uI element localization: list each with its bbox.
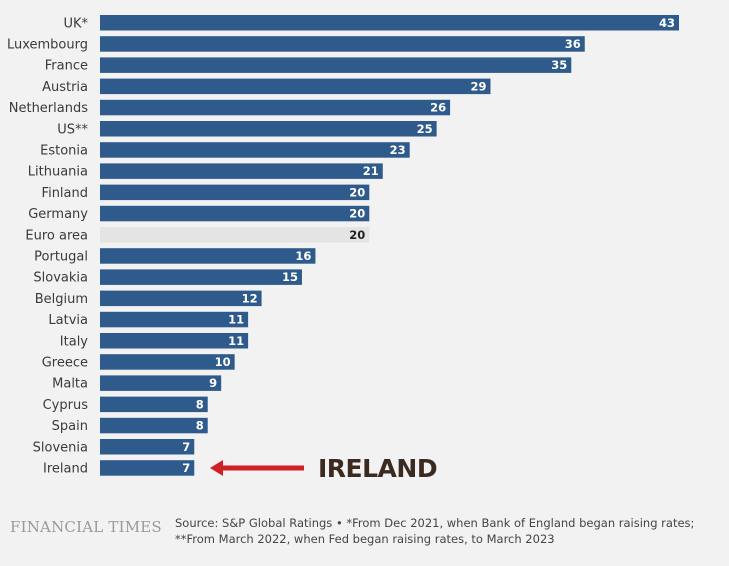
bar-belgium: [100, 290, 262, 307]
bar-slovakia: [100, 269, 302, 285]
bar-uk: [100, 15, 679, 31]
bar-euro-area: [100, 227, 370, 243]
category-label-slovenia: Slovenia: [33, 440, 88, 455]
category-label-estonia: Estonia: [40, 143, 88, 158]
bar-estonia: [100, 142, 410, 158]
category-label-luxembourg: Luxembourg: [7, 37, 88, 52]
category-label-spain: Spain: [52, 419, 88, 434]
bar-malta: [100, 375, 222, 391]
annotation-arrow-head: [210, 459, 223, 476]
bar-lithuania: [100, 163, 383, 179]
bar-france: [100, 57, 572, 73]
value-label-slovakia: 15: [282, 270, 298, 284]
category-label-france: France: [45, 59, 88, 74]
value-label-estonia: 23: [390, 143, 406, 157]
value-label-euro-area: 20: [349, 228, 365, 242]
category-label-us: US**: [57, 122, 88, 137]
value-label-latvia: 11: [228, 313, 244, 327]
bar-greece: [100, 354, 235, 370]
bar-netherlands: [100, 99, 451, 116]
value-label-uk: 43: [659, 16, 675, 30]
value-label-luxembourg: 36: [565, 37, 581, 51]
ft-logo: FINANCIAL TIMES: [10, 518, 162, 536]
category-label-austria: Austria: [42, 80, 88, 95]
category-label-lithuania: Lithuania: [28, 165, 88, 180]
category-label-greece: Greece: [42, 355, 88, 370]
bar-latvia: [100, 311, 249, 328]
value-label-cyprus: 8: [196, 397, 204, 411]
value-label-malta: 9: [209, 376, 217, 390]
value-label-belgium: 12: [242, 291, 258, 305]
category-label-slovakia: Slovakia: [33, 271, 88, 286]
value-label-portugal: 16: [295, 249, 311, 263]
value-label-austria: 29: [470, 79, 486, 93]
bar-spain: [100, 417, 208, 434]
value-label-slovenia: 7: [182, 440, 190, 454]
category-label-italy: Italy: [60, 334, 89, 349]
bar-chart: UK* 43 Luxembourg 36 France 35 Austria 29 Nether…: [7, 15, 679, 483]
category-label-germany: Germany: [28, 207, 88, 222]
category-label-uk: UK*: [63, 16, 88, 31]
bar-portugal: [100, 248, 316, 264]
value-label-netherlands: 26: [430, 101, 446, 115]
bar-us: [100, 121, 437, 137]
value-label-germany: 20: [349, 207, 365, 221]
value-label-greece: 10: [215, 355, 231, 369]
category-label-latvia: Latvia: [48, 313, 88, 328]
category-label-portugal: Portugal: [34, 249, 88, 264]
category-label-netherlands: Netherlands: [9, 101, 88, 116]
category-label-belgium: Belgium: [35, 292, 88, 307]
bar-ireland: [100, 460, 195, 476]
annotation-label: IRELAND: [318, 454, 437, 483]
bar-slovenia: [100, 439, 195, 455]
category-label-malta: Malta: [52, 377, 88, 392]
value-label-ireland: 7: [182, 461, 190, 475]
value-label-us: 25: [417, 122, 433, 136]
bar-italy: [100, 333, 249, 349]
value-label-finland: 20: [349, 185, 365, 199]
bar-germany: [100, 205, 370, 222]
category-label-cyprus: Cyprus: [43, 398, 89, 413]
category-label-finland: Finland: [42, 186, 88, 201]
bar-austria: [100, 78, 491, 95]
value-label-france: 35: [551, 58, 567, 72]
value-label-italy: 11: [228, 334, 244, 348]
value-label-spain: 8: [196, 419, 204, 433]
bar-cyprus: [100, 396, 208, 413]
value-label-lithuania: 21: [363, 164, 379, 178]
bar-luxembourg: [100, 36, 585, 52]
bar-finland: [100, 184, 370, 201]
source-note: Source: S&P Global Ratings • *From Dec 2…: [175, 516, 695, 546]
category-label-euro-area: Euro area: [25, 228, 88, 243]
category-label-ireland: Ireland: [43, 461, 88, 476]
